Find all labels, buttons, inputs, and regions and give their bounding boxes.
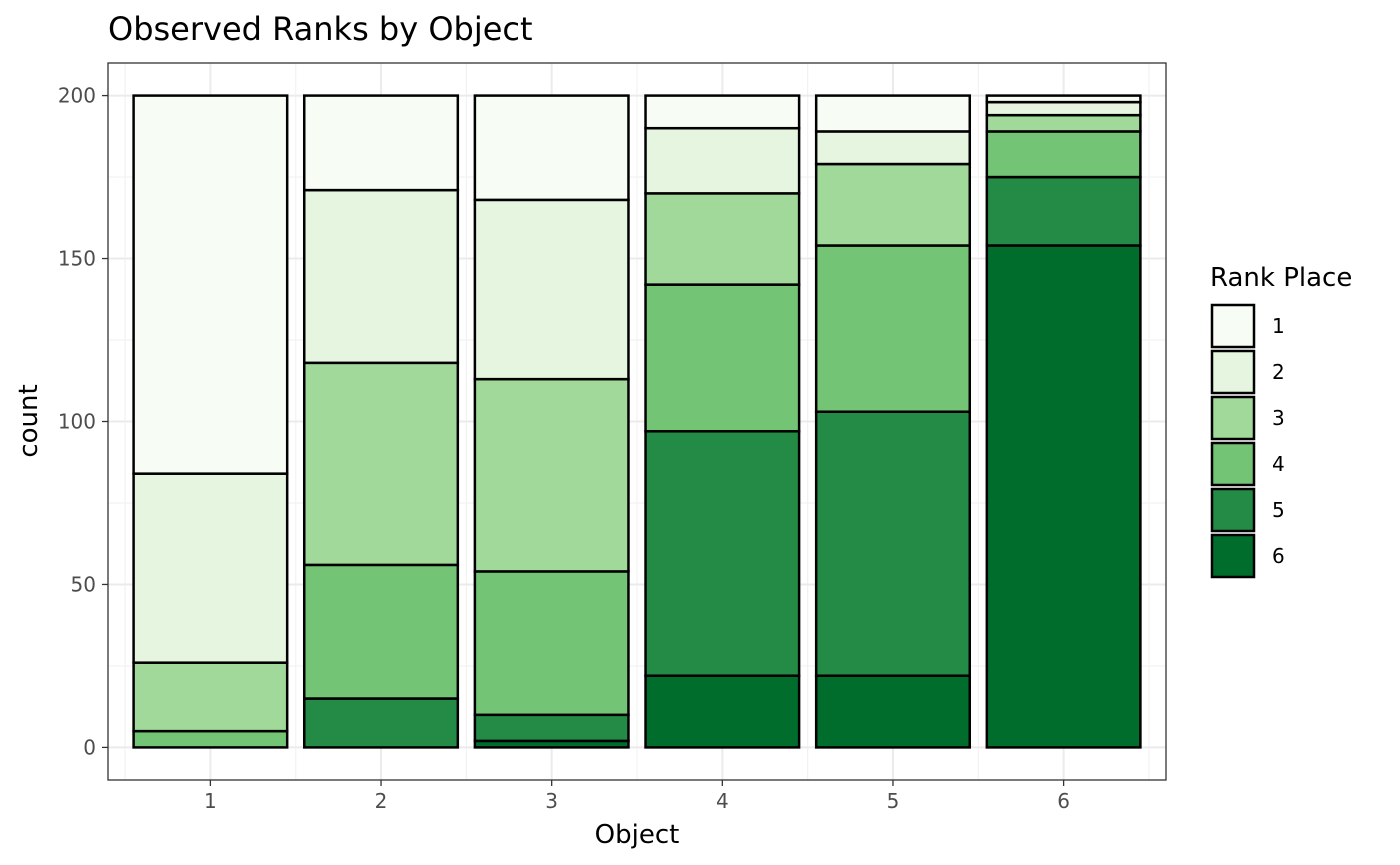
chart-title: Observed Ranks by Object [108,10,533,48]
bar-segment-object-4-rank-4 [644,283,801,433]
bar-segment-object-1-rank-3 [132,661,289,733]
legend-key-4 [1210,441,1256,487]
x-tick-label: 4 [716,789,729,813]
bar-segment-object-5-rank-6 [814,674,972,749]
legend-key-5 [1210,487,1256,533]
bar-segment-object-5-rank-3 [814,162,972,247]
bar-segment-object-4-rank-6 [644,674,801,749]
bar-segment-object-6-rank-3 [985,113,1142,133]
bar-segment-object-3-rank-2 [473,198,630,381]
bar-segment-object-6-rank-5 [985,175,1142,247]
y-tick-label: 0 [83,735,96,759]
bar-segment-object-5-rank-1 [814,94,972,133]
legend-label-1: 1 [1272,314,1285,338]
legend-label-4: 4 [1272,452,1285,476]
x-tick-label: 1 [204,789,217,813]
legend-label-3: 3 [1272,406,1285,430]
bar-segment-object-4-rank-3 [644,192,801,286]
bar-segment-object-2-rank-2 [302,188,460,365]
bar-segment-object-2-rank-1 [302,94,460,192]
bar-segment-object-4-rank-5 [644,430,801,677]
bar-segment-object-1-rank-2 [132,472,289,664]
y-tick-label: 150 [58,247,96,271]
bar-segment-object-4-rank-2 [644,126,801,195]
bar-segment-object-2-rank-4 [302,563,460,700]
bar-segment-object-2-rank-5 [302,697,460,749]
bar-segment-object-6-rank-1 [985,94,1142,104]
legend-label-2: 2 [1272,360,1285,384]
bar-segment-object-3-rank-4 [473,570,630,717]
y-tick-label: 200 [58,84,96,108]
legend-label-5: 5 [1272,498,1285,522]
bar-segment-object-5-rank-2 [814,130,972,166]
bar-segment-object-1-rank-4 [132,729,289,749]
bar-segment-object-3-rank-1 [473,94,630,202]
legend-key-6 [1210,533,1256,579]
x-tick-label: 5 [887,789,900,813]
x-axis-title: Object [595,820,680,850]
legend: Rank Place 1 2 3 4 5 6 [1210,263,1352,579]
bar-segment-object-2-rank-3 [302,361,460,567]
legend-key-1 [1210,303,1256,349]
x-tick-label: 3 [545,789,558,813]
y-tick-label: 50 [71,572,96,596]
legend-key-3 [1210,395,1256,441]
bar-segment-object-3-rank-5 [473,713,630,743]
bar-segment-object-6-rank-6 [985,244,1142,749]
legend-key-2 [1210,349,1256,395]
bar-segment-object-4-rank-1 [644,94,801,130]
bar-segment-object-5-rank-4 [814,244,972,413]
plot-panel [107,62,1167,781]
bar-segment-object-3-rank-3 [473,377,630,573]
bar-segment-object-6-rank-4 [985,130,1142,179]
y-tick-label: 100 [58,410,96,434]
x-tick-label: 6 [1057,789,1070,813]
bar-segment-object-6-rank-2 [985,100,1142,117]
bar-segment-object-1-rank-1 [132,94,289,475]
legend-label-6: 6 [1272,544,1285,568]
y-axis-title: count [14,384,44,457]
x-tick-label: 2 [375,789,388,813]
legend-title: Rank Place [1210,263,1352,293]
bar-segment-object-5-rank-5 [814,410,972,677]
